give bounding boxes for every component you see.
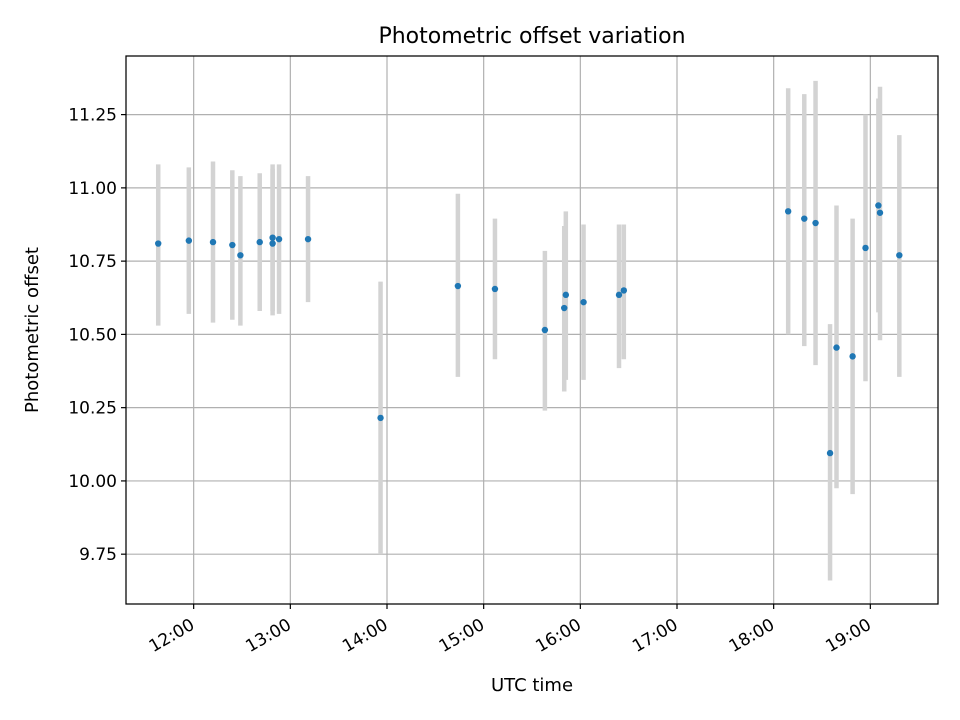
- data-point: [269, 240, 276, 247]
- data-point: [562, 291, 570, 299]
- data-point: [229, 241, 236, 249]
- x-axis-label: UTC time: [491, 675, 573, 696]
- data-point: [561, 304, 568, 312]
- y-tick-label: 9.75: [79, 545, 117, 565]
- data-point: [862, 244, 869, 252]
- y-axis: 9.75 10.00 10.25 10.50 10.75 11.00 11.25: [68, 106, 126, 565]
- plot-area-frame: [125, 55, 939, 605]
- data-point: [849, 353, 856, 360]
- data-point: [541, 326, 549, 334]
- y-tick-label: 10.50: [68, 325, 117, 345]
- data-point: [237, 252, 244, 259]
- data-point: [155, 240, 162, 247]
- grid: [126, 56, 938, 604]
- data-point: [185, 237, 193, 244]
- y-tick-label: 10.75: [68, 252, 117, 272]
- data-point: [454, 282, 462, 290]
- chart-title: Photometric offset variation: [378, 24, 685, 49]
- data-points: [155, 202, 903, 457]
- data-point: [304, 235, 312, 243]
- y-axis-label: Photometric offset: [22, 247, 43, 413]
- data-point: [615, 291, 623, 299]
- data-point: [620, 287, 628, 294]
- data-point: [491, 285, 499, 293]
- data-point: [826, 449, 834, 457]
- y-tick-label: 10.00: [68, 472, 117, 492]
- data-point: [812, 219, 819, 227]
- data-point: [580, 298, 587, 306]
- data-point: [269, 234, 276, 241]
- y-tick-label: 10.25: [68, 399, 117, 419]
- data-point: [875, 202, 882, 209]
- data-point: [896, 252, 903, 259]
- data-point: [784, 208, 792, 215]
- data-point: [256, 238, 263, 246]
- data-point: [833, 344, 840, 351]
- data-point: [801, 215, 808, 222]
- data-point: [275, 235, 283, 243]
- data-point: [209, 238, 217, 246]
- data-point: [377, 414, 384, 422]
- y-tick-label: 11.25: [68, 106, 117, 126]
- y-tick-label: 11.00: [68, 179, 117, 199]
- data-point: [876, 209, 884, 216]
